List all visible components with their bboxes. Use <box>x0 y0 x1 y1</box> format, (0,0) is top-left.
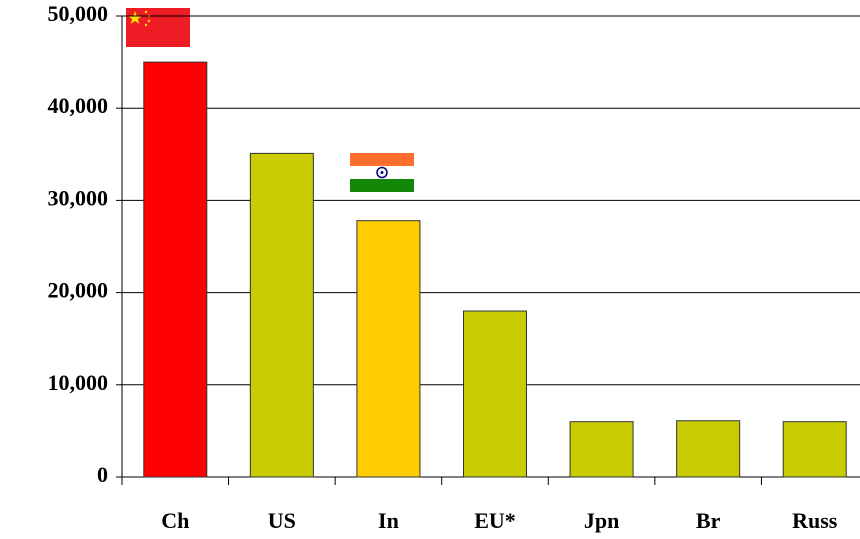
bar <box>782 421 847 478</box>
x-tick-label: EU* <box>474 508 516 533</box>
x-tick-label: In <box>378 508 399 533</box>
bar <box>143 61 208 478</box>
y-tick-label: 30,000 <box>48 185 109 210</box>
bar <box>463 310 527 478</box>
y-tick-label: 0 <box>97 462 108 487</box>
bar <box>569 421 634 478</box>
x-tick-label: Ch <box>161 508 189 533</box>
y-tick-label: 40,000 <box>48 93 109 118</box>
y-tick-label: 10,000 <box>48 370 109 395</box>
y-tick-label: 20,000 <box>48 278 109 303</box>
bar <box>249 152 314 478</box>
x-tick-label: Russ <box>792 508 838 533</box>
bar <box>356 220 421 478</box>
india-flag <box>350 153 414 192</box>
x-tick-label: Jpn <box>584 508 619 533</box>
y-tick-label: 50,000 <box>48 1 109 26</box>
china-flag <box>126 8 190 47</box>
x-tick-label: Br <box>696 508 721 533</box>
bar <box>676 420 741 478</box>
x-tick-label: US <box>268 508 296 533</box>
